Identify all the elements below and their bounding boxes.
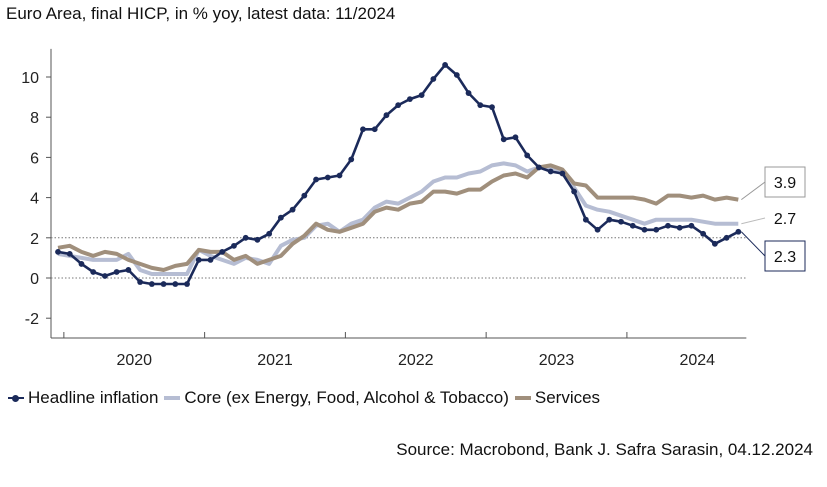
end-label-box (764, 240, 806, 272)
data-point (418, 92, 425, 98)
data-point (430, 76, 437, 82)
legend-swatch (514, 396, 531, 400)
x-tick-label: 2020 (116, 352, 152, 369)
data-point (324, 174, 331, 181)
data-point (195, 257, 202, 263)
data-point (547, 168, 554, 175)
data-point (641, 226, 648, 233)
data-point (266, 230, 273, 237)
data-point (524, 152, 531, 159)
data-point (442, 62, 448, 68)
legend-item: Services (514, 388, 601, 408)
data-point (512, 134, 519, 141)
legend-label: Headline inflation (28, 388, 159, 407)
data-point (336, 172, 343, 179)
data-point (559, 170, 566, 177)
data-point (348, 156, 355, 163)
y-tick-label: -2 (25, 311, 39, 328)
end-label-connector (741, 217, 766, 225)
data-point (219, 248, 226, 255)
data-point (629, 222, 636, 229)
data-point (735, 228, 742, 235)
data-point (125, 267, 132, 273)
legend-item: Core (ex Energy, Food, Alcohol & Tobacco… (164, 388, 509, 408)
legend-item: Headline inflation (8, 388, 158, 408)
data-point (606, 216, 613, 223)
data-point (66, 250, 73, 257)
y-tick-label: 6 (30, 150, 39, 167)
chart-title: Euro Area, final HICP, in % yoy, latest … (6, 4, 396, 23)
data-point (477, 102, 484, 109)
data-point (383, 112, 390, 119)
data-point (571, 188, 578, 195)
legend-label: Services (534, 388, 601, 407)
y-tick-label: 2 (30, 231, 39, 248)
data-point (688, 222, 695, 229)
data-point (277, 214, 284, 221)
data-point (700, 230, 707, 237)
data-point (371, 126, 378, 133)
data-point (207, 257, 214, 263)
x-tick-label: 2021 (257, 352, 293, 369)
data-point (723, 234, 730, 241)
chart-legend: Headline inflation Core (ex Energy, Food,… (8, 388, 606, 408)
data-point (113, 269, 120, 275)
legend-swatch (8, 394, 24, 402)
data-point (500, 136, 507, 143)
data-point (172, 281, 179, 287)
data-point (594, 226, 601, 233)
data-point (137, 279, 144, 285)
data-point (618, 218, 624, 225)
data-point (582, 216, 589, 223)
data-point (102, 273, 108, 279)
data-point (301, 192, 308, 199)
data-point (489, 104, 495, 111)
data-point (407, 96, 413, 103)
data-point (653, 226, 660, 233)
legend-label: Core (ex Energy, Food, Alcohol & Tobacco… (184, 388, 509, 407)
data-point (465, 90, 472, 96)
data-point (55, 248, 61, 255)
data-point (160, 281, 167, 287)
end-label: 2.7 (774, 211, 796, 228)
x-tick-label: 2024 (679, 352, 715, 369)
data-point (184, 281, 190, 287)
series-line-core-ex-energy-food-alcohol-tobacco (57, 161, 739, 276)
data-point (711, 240, 718, 247)
y-tick-label: 4 (30, 191, 39, 208)
end-label-connector (741, 181, 766, 201)
series-line-headline-inflation (57, 63, 739, 286)
series-line-services (57, 163, 739, 272)
data-point (242, 234, 249, 241)
data-point (78, 261, 85, 267)
y-tick-label: 10 (21, 70, 39, 87)
legend-marker (12, 394, 19, 402)
data-point (254, 236, 261, 243)
end-label-box (764, 166, 806, 198)
end-label: 2.3 (774, 249, 796, 266)
legend-swatch (164, 396, 181, 400)
data-point (665, 222, 671, 229)
x-tick-label: 2023 (539, 352, 575, 369)
data-point (536, 164, 542, 171)
data-point (313, 176, 319, 183)
data-point (90, 269, 97, 275)
data-point (360, 126, 366, 133)
data-point (676, 224, 683, 231)
y-tick-label: 8 (30, 110, 39, 127)
source-note: Source: Macrobond, Bank J. Safra Sarasin… (396, 440, 813, 459)
data-point (395, 102, 402, 109)
data-point (231, 242, 237, 249)
y-tick-label: 0 (30, 271, 39, 288)
data-point (289, 206, 296, 213)
data-point (453, 72, 460, 78)
end-label: 3.9 (774, 175, 796, 192)
x-tick-label: 2022 (398, 352, 434, 369)
data-point (148, 281, 155, 287)
end-label-connector (740, 231, 766, 257)
